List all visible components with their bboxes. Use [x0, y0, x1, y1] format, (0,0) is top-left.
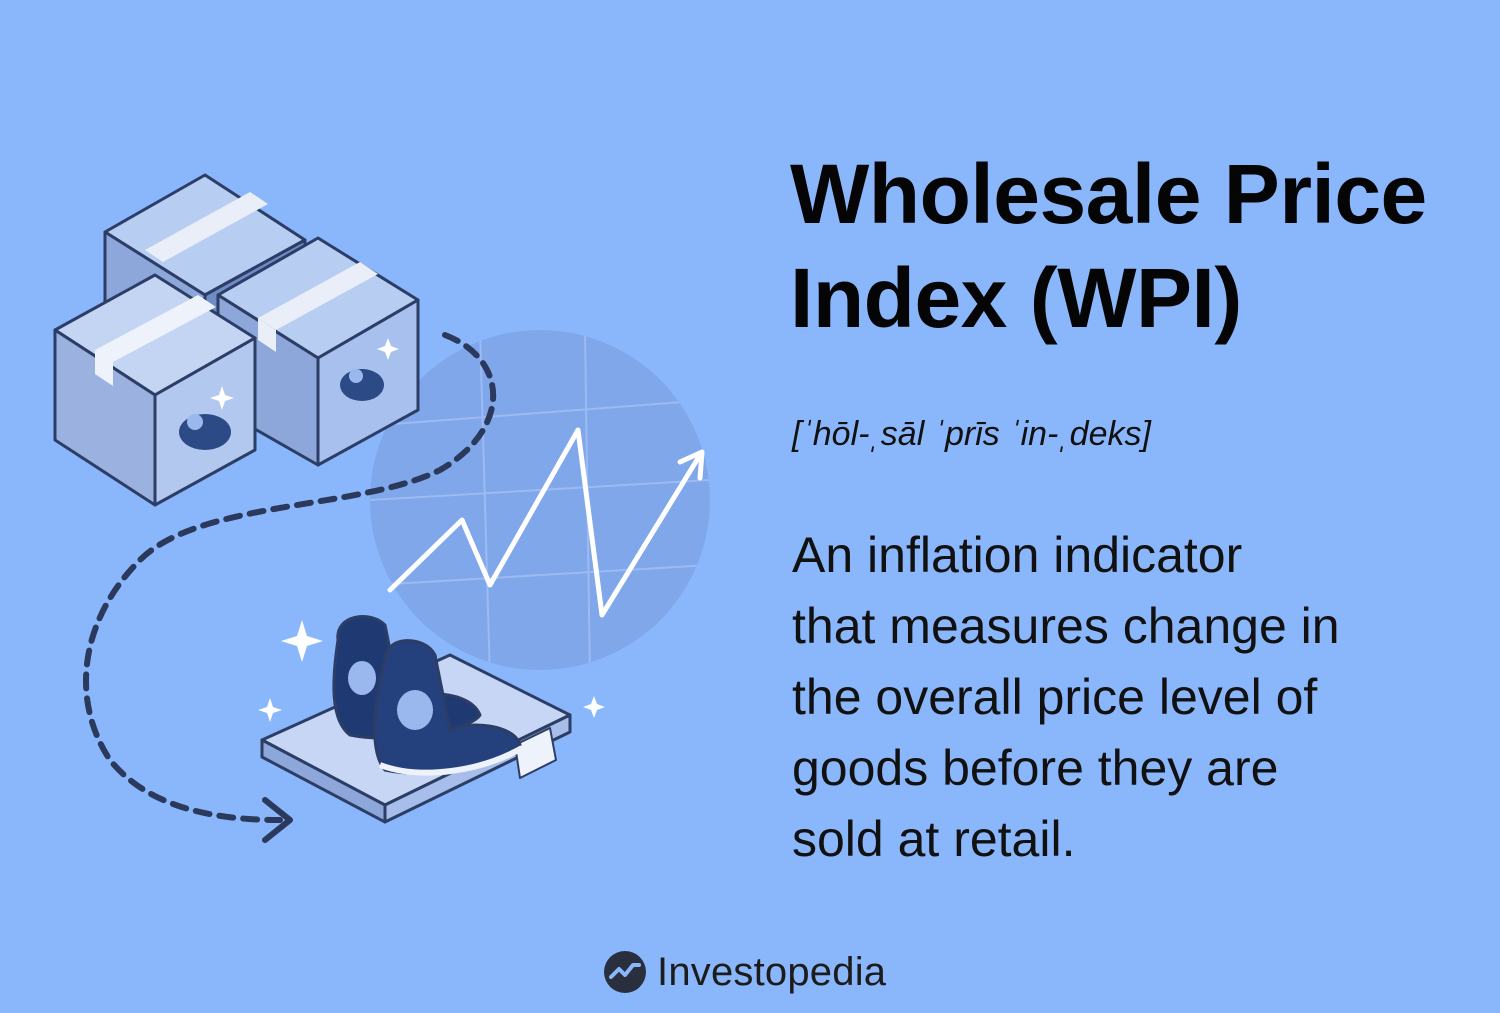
wpi-illustration: [53, 173, 710, 843]
title-line-2: Index (WPI): [790, 251, 1242, 345]
definition-line-1: An inflation indicator: [792, 527, 1243, 583]
brand-logo: Investopedia: [603, 944, 886, 1000]
definition-line-5: sold at retail.: [792, 811, 1076, 867]
sneakers-on-tray: [260, 615, 572, 824]
definition-line-4: goods before they are: [792, 740, 1279, 796]
page-title: Wholesale Price Index (WPI): [790, 142, 1480, 350]
sparkle-icon: [258, 620, 605, 722]
stacked-shipping-boxes: [53, 173, 420, 507]
definition-line-3: the overall price level of: [792, 669, 1318, 725]
brand-name: Investopedia: [657, 949, 887, 994]
dashed-arrow-head: [262, 797, 293, 843]
dashed-flow-arrow: [83, 332, 497, 823]
definition-text: An inflation indicator that measures cha…: [792, 520, 1452, 875]
zigzag-up-trend-arrow: [387, 427, 705, 618]
globe-grid-circle: [370, 330, 710, 670]
pronunciation: [ˈhōl-ˌsāl ˈprīs ˈin-ˌdeks]: [792, 415, 1151, 453]
box-shoe-sticker-icon: [340, 338, 399, 401]
definition-line-2: that measures change in: [792, 598, 1340, 654]
box-shoe-sticker-icon: [179, 386, 234, 450]
title-line-1: Wholesale Price: [790, 147, 1427, 241]
investopedia-logo-icon: [604, 951, 646, 993]
